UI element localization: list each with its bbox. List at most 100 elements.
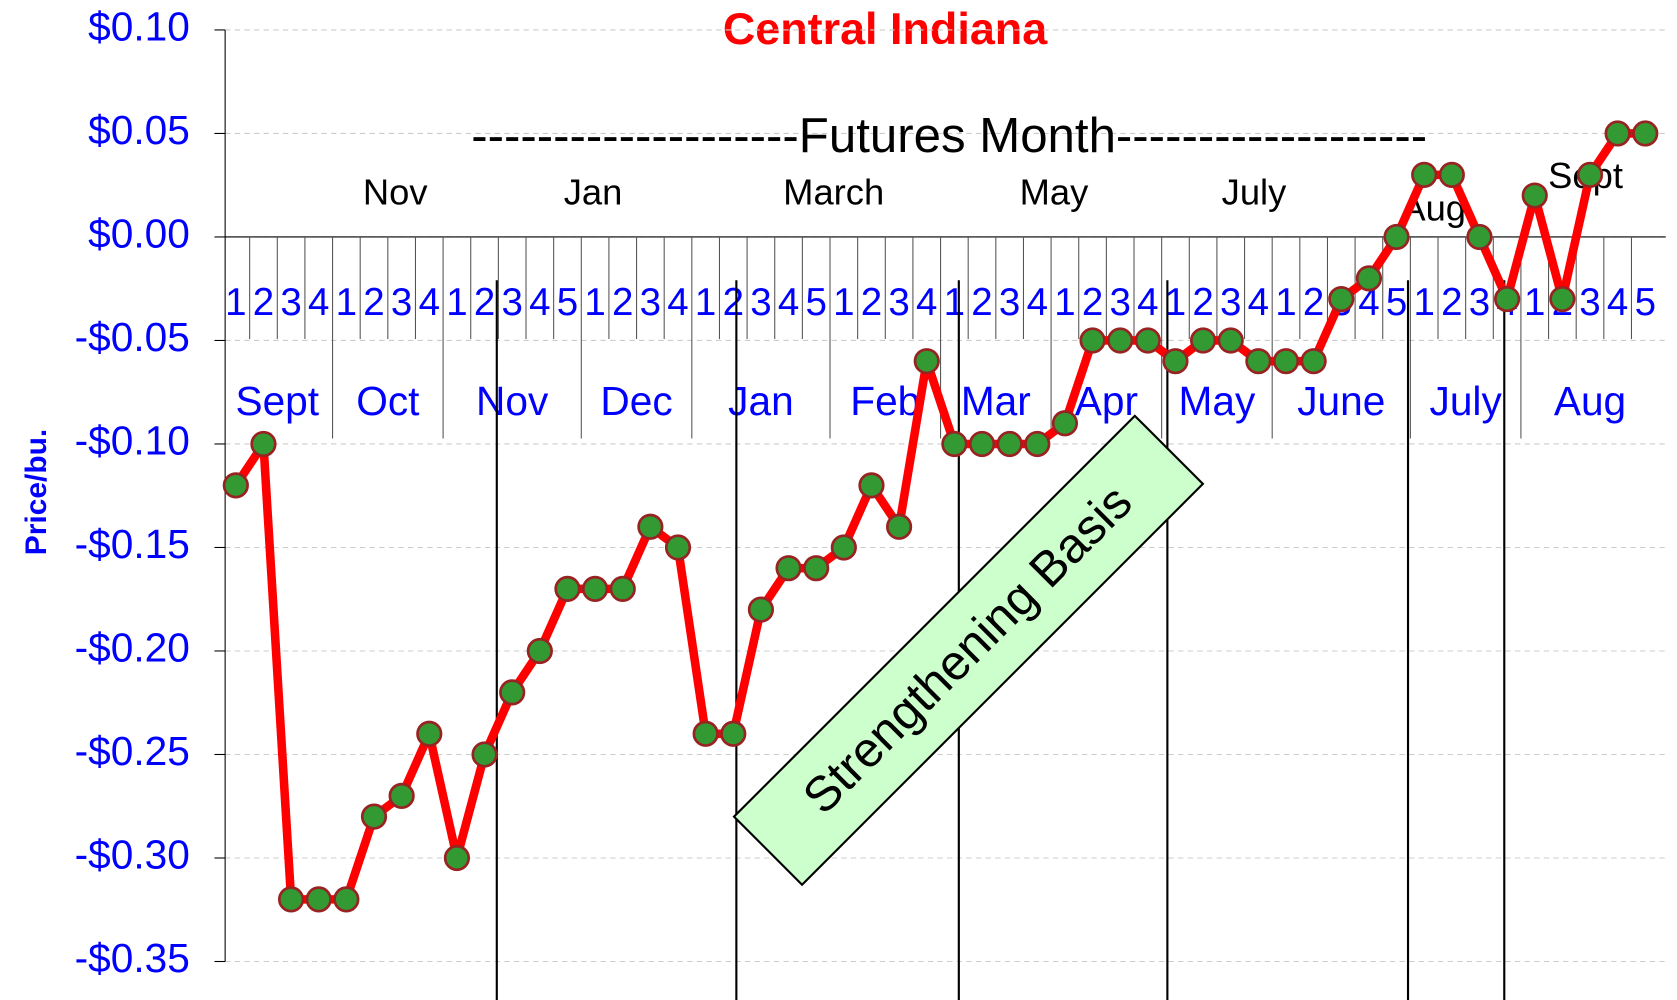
- marker: [1107, 327, 1134, 354]
- marker: [637, 513, 664, 540]
- week-label: 1: [1524, 281, 1545, 324]
- line-series: [232, 129, 1646, 904]
- marker: [1245, 348, 1272, 375]
- annotation: Strengthening Basis: [732, 414, 1205, 887]
- marker: [333, 886, 360, 913]
- marker: [1134, 327, 1161, 354]
- week-label: 5: [557, 281, 578, 324]
- week-label: 1: [1054, 281, 1075, 324]
- marker: [1162, 348, 1189, 375]
- month-label: Aug: [1554, 378, 1626, 424]
- marker: [1328, 285, 1355, 313]
- marker: [471, 741, 498, 768]
- marker: [1549, 285, 1576, 313]
- month-label: Nov: [476, 378, 549, 424]
- week-label: 1: [336, 281, 357, 324]
- marker: [692, 720, 719, 747]
- futures-month-label: March: [783, 171, 884, 212]
- marker: [720, 720, 747, 747]
- marker: [443, 844, 471, 872]
- week-label: 4: [1358, 281, 1379, 324]
- y-axis-label: Price/bu.: [20, 429, 53, 555]
- marker: [499, 679, 526, 706]
- month-label: Feb: [850, 378, 920, 424]
- y-tick-label: $0.00: [88, 211, 190, 257]
- week-label: 5: [805, 281, 826, 324]
- week-label: 2: [612, 281, 633, 324]
- y-tick-label: -$0.35: [75, 935, 190, 981]
- week-label: 1: [1275, 281, 1296, 324]
- y-tick-label: -$0.20: [75, 625, 190, 671]
- y-tick-label: -$0.15: [75, 521, 190, 567]
- marker: [1189, 327, 1217, 354]
- week-label: 1: [446, 281, 467, 324]
- marker: [747, 596, 775, 623]
- marker: [1521, 182, 1548, 209]
- marker: [609, 575, 636, 602]
- y-tick-label: -$0.10: [75, 418, 190, 464]
- y-tick-label: $0.05: [88, 107, 190, 153]
- futures-month-label: Nov: [363, 171, 428, 212]
- week-label: 1: [225, 281, 246, 324]
- marker: [1411, 161, 1438, 188]
- month-label: Sept: [235, 378, 319, 424]
- annotation-box: [732, 414, 1205, 887]
- month-label: June: [1297, 378, 1385, 424]
- y-tick-label: -$0.25: [75, 728, 190, 774]
- week-label: 4: [308, 281, 329, 324]
- week-label: 3: [888, 281, 909, 324]
- marker: [1493, 285, 1521, 313]
- week-label: 2: [861, 281, 882, 324]
- marker: [803, 555, 830, 582]
- week-label: 3: [640, 281, 661, 324]
- month-label: Oct: [356, 378, 419, 424]
- week-label: 4: [1607, 281, 1628, 324]
- week-label: 2: [1303, 281, 1324, 324]
- futures-month-label: May: [1020, 171, 1090, 212]
- week-label: 2: [253, 281, 274, 324]
- marker: [1576, 161, 1604, 188]
- marker: [1604, 120, 1631, 147]
- marker: [1383, 223, 1410, 251]
- marker: [858, 472, 885, 499]
- marker: [1079, 327, 1106, 354]
- month-label: May: [1179, 378, 1256, 424]
- week-label: 2: [1082, 281, 1103, 324]
- marker: [1272, 348, 1300, 375]
- week-label: 1: [944, 281, 965, 324]
- week-label: 2: [474, 281, 495, 324]
- month-label: July: [1430, 378, 1503, 424]
- week-label: 2: [1441, 281, 1462, 324]
- marker: [1355, 265, 1383, 292]
- week-label: 4: [1027, 281, 1048, 324]
- futures-month-label: Jan: [564, 171, 623, 212]
- marker: [885, 513, 913, 540]
- futures-header: --------------------Futures Month-------…: [471, 108, 1427, 163]
- marker: [1438, 161, 1465, 188]
- marker: [1051, 410, 1079, 437]
- marker: [830, 534, 857, 561]
- week-label: 2: [971, 281, 992, 324]
- marker: [1300, 348, 1327, 375]
- futures-month-label: July: [1222, 171, 1287, 212]
- marker: [775, 555, 802, 582]
- marker: [277, 886, 305, 913]
- week-label: 1: [1413, 281, 1434, 324]
- week-label: 3: [501, 281, 522, 324]
- marker: [996, 430, 1023, 458]
- marker: [1217, 327, 1244, 354]
- month-label: Apr: [1075, 378, 1138, 424]
- week-label: 4: [778, 281, 799, 324]
- week-label: 2: [1192, 281, 1213, 324]
- week-label: 3: [391, 281, 412, 324]
- week-label: 5: [1635, 281, 1656, 324]
- week-label: 4: [529, 281, 550, 324]
- marker: [526, 637, 553, 665]
- week-label: 3: [1109, 281, 1130, 324]
- marker: [1466, 223, 1493, 251]
- week-label: 3: [280, 281, 301, 324]
- y-tick-label: $0.10: [88, 4, 190, 50]
- week-label: 2: [363, 281, 384, 324]
- marker: [581, 575, 609, 602]
